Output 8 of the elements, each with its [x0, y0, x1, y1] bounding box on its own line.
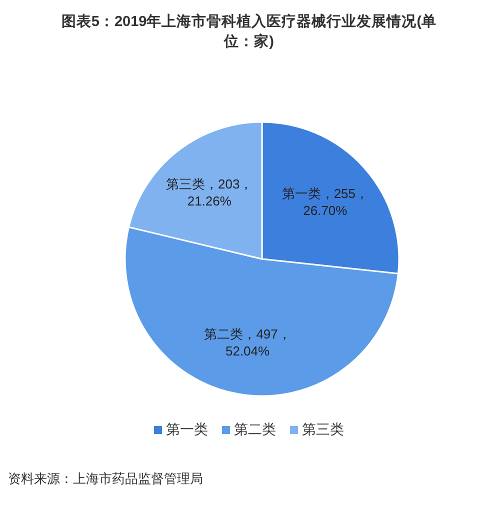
legend-label: 第一类	[165, 421, 208, 439]
legend-label: 第二类	[233, 421, 276, 439]
data-label: 第三类，203，21.26%	[166, 176, 253, 208]
data-label: 第一类，255，26.70%	[282, 186, 369, 218]
text: 资料来源：上海市药品监督管理局	[8, 470, 203, 488]
legend-label: 第三类	[301, 421, 344, 439]
data-label: 第二类，497，52.04%	[204, 326, 291, 359]
chart-title: 图表5：2019年上海市骨科植入医疗器械行业发展情况(单位：家)	[60, 12, 438, 52]
